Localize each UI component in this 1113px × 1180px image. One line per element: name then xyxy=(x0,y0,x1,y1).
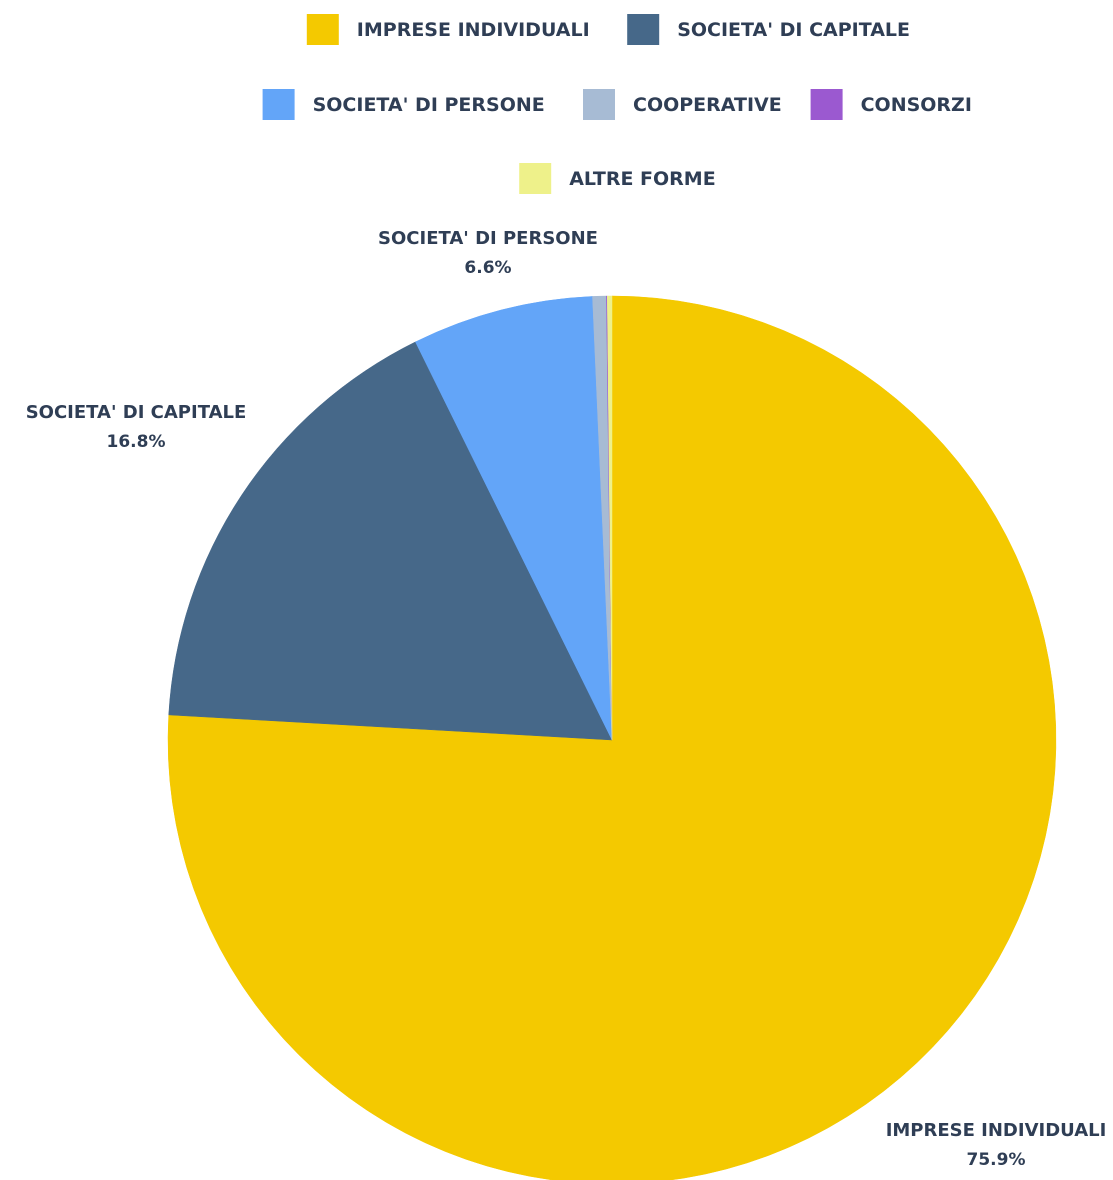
legend-swatch-cooperative xyxy=(583,89,615,120)
legend-label-consorzi: Consorzi xyxy=(861,94,972,116)
pie-slices xyxy=(167,295,1057,1180)
slice-data-labels: Imprese individuali 75.9% Societa' di capi… xyxy=(26,228,1107,1170)
legend-swatch-imprese-individuali xyxy=(306,14,339,45)
legend-label-cooperative: Cooperative xyxy=(633,94,782,116)
data-value-imprese-individuali: 75.9% xyxy=(967,1150,1026,1170)
pie-slice-societa-di-capitale xyxy=(168,341,613,741)
data-label-societa-di-persone: Societa' di persone xyxy=(378,228,598,249)
pie-slice-altre-forme xyxy=(607,295,613,741)
legend-label-societa-di-persone: Societa' di persone xyxy=(313,94,545,116)
legend-label-imprese-individuali: Imprese individuali xyxy=(357,19,590,41)
data-value-societa-di-capitale: 16.8% xyxy=(107,432,166,452)
legend-swatch-consorzi xyxy=(810,89,843,120)
chart-legend: Imprese individuali Societa' di capitale S… xyxy=(262,14,972,194)
data-label-societa-di-capitale: Societa' di capitale xyxy=(26,402,247,423)
data-label-imprese-individuali: Imprese individuali xyxy=(886,1120,1107,1141)
legend-swatch-altre-forme xyxy=(519,163,552,194)
legend-swatch-societa-di-capitale xyxy=(627,14,660,45)
legend-label-altre-forme: Altre forme xyxy=(569,168,716,190)
legend-label-societa-di-capitale: Societa' di capitale xyxy=(677,19,910,41)
pie-slice-societa-di-persone xyxy=(415,296,613,741)
legend-swatch-societa-di-persone xyxy=(262,89,295,120)
data-value-societa-di-persone: 6.6% xyxy=(464,258,511,278)
